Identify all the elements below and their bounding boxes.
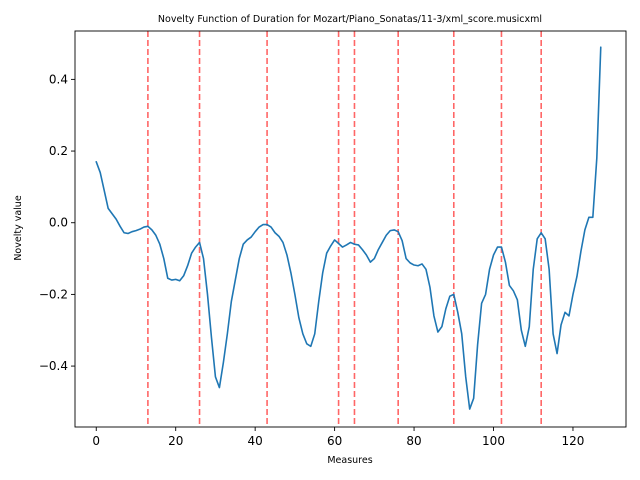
x-tick-label-1: 20 bbox=[168, 434, 183, 448]
y-tick-label-0: −0.4 bbox=[39, 359, 68, 373]
y-tick-label-3: 0.2 bbox=[49, 144, 68, 158]
x-tick-label-6: 120 bbox=[562, 434, 585, 448]
section-boundaries bbox=[147, 31, 542, 427]
y-tick-label-1: −0.2 bbox=[39, 287, 68, 301]
x-tick-label-4: 80 bbox=[406, 434, 421, 448]
y-tick-label-4: 0.4 bbox=[49, 72, 68, 86]
chart-title: Novelty Function of Duration for Mozart/… bbox=[158, 14, 542, 25]
x-axis-ticks: 0 20 40 60 80 100 120 bbox=[92, 427, 584, 448]
y-tick-label-2: 0.0 bbox=[49, 216, 68, 230]
axes-frame bbox=[74, 30, 627, 428]
y-axis-ticks: −0.4 −0.2 0.0 0.2 0.4 bbox=[39, 72, 75, 373]
x-axis-label: Measures bbox=[327, 455, 372, 466]
x-tick-label-2: 40 bbox=[248, 434, 263, 448]
x-tick-label-3: 60 bbox=[327, 434, 342, 448]
series-group bbox=[95, 46, 602, 410]
novelty-series-line bbox=[95, 46, 602, 410]
x-tick-label-5: 100 bbox=[482, 434, 505, 448]
x-tick-label-0: 0 bbox=[92, 434, 100, 448]
y-axis-label: Novelty value bbox=[13, 195, 24, 260]
